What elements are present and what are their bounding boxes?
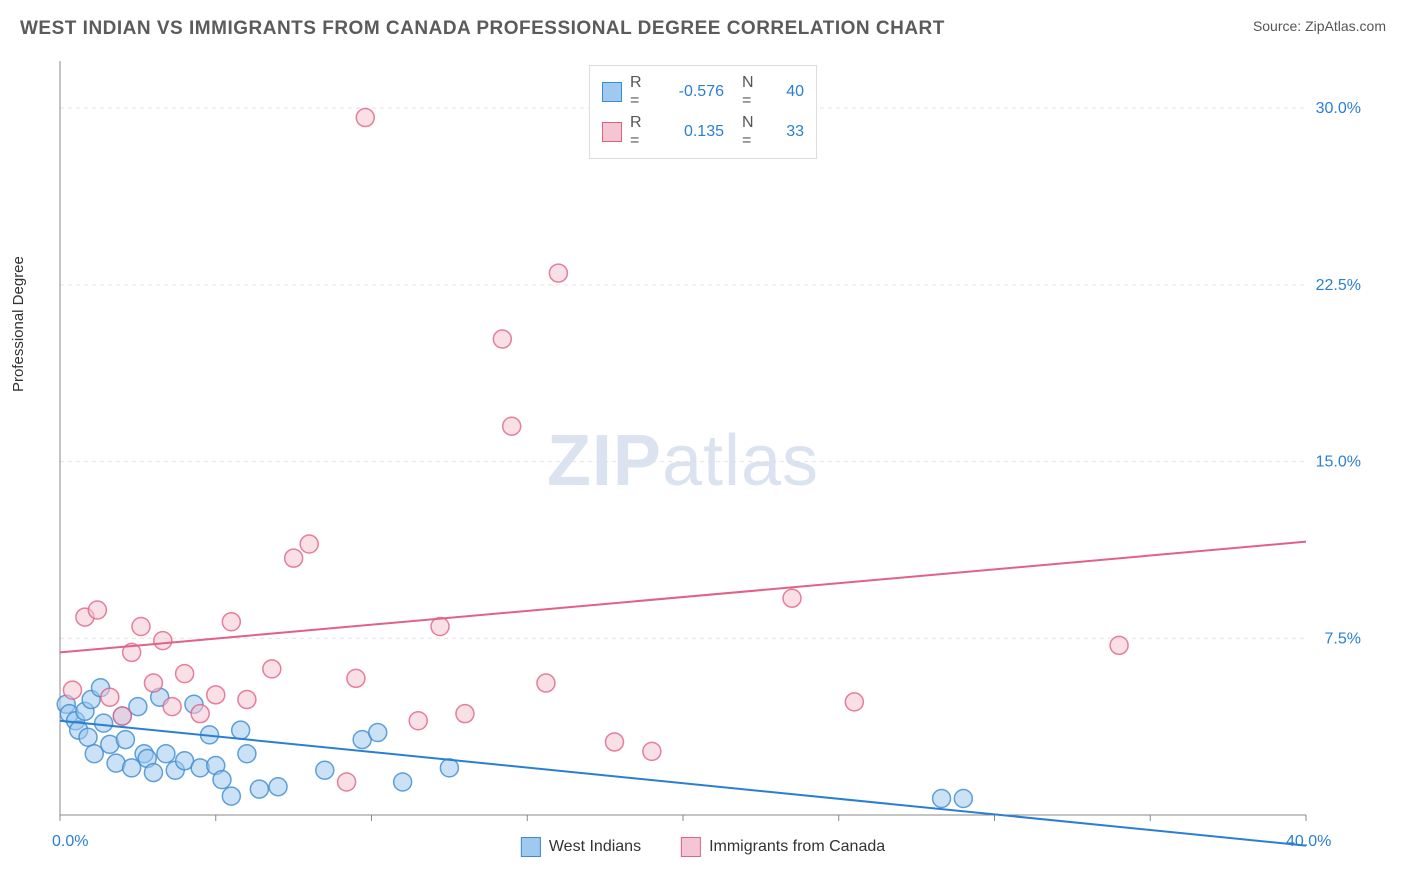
series-legend-item: Immigrants from Canada xyxy=(681,837,885,857)
n-value: 33 xyxy=(768,123,804,141)
r-label: R = xyxy=(630,74,648,110)
legend-swatch xyxy=(602,122,622,142)
scatter-plot-svg: 7.5% 15.0% 22.5% 30.0% ZIPatlas xyxy=(20,55,1386,865)
r-value: 0.135 xyxy=(656,123,724,141)
correlation-legend-row: R = -0.576 N = 40 xyxy=(602,72,804,112)
n-label: N = xyxy=(742,114,760,150)
correlation-legend: R = -0.576 N = 40 R = 0.135 N = 33 xyxy=(589,65,817,159)
n-label: N = xyxy=(742,74,760,110)
series-legend: West Indians Immigrants from Canada xyxy=(521,837,885,857)
r-value: -0.576 xyxy=(656,83,724,101)
chart-title: WEST INDIAN VS IMMIGRANTS FROM CANADA PR… xyxy=(20,18,945,40)
chart-source: Source: ZipAtlas.com xyxy=(1253,18,1386,34)
svg-text:ZIPatlas: ZIPatlas xyxy=(547,421,819,501)
svg-text:7.5%: 7.5% xyxy=(1325,630,1361,647)
r-label: R = xyxy=(630,114,648,150)
y-axis-label: Professional Degree xyxy=(10,256,27,392)
n-value: 40 xyxy=(768,83,804,101)
series-legend-item: West Indians xyxy=(521,837,641,857)
legend-swatch xyxy=(521,837,541,857)
legend-label: Immigrants from Canada xyxy=(709,838,885,856)
correlation-legend-row: R = 0.135 N = 33 xyxy=(602,112,804,152)
legend-label: West Indians xyxy=(549,838,641,856)
svg-text:30.0%: 30.0% xyxy=(1316,100,1361,117)
chart-area: Professional Degree R =-0.576N =40R =0.1… xyxy=(20,55,1386,865)
x-axis-max-label: 40.0% xyxy=(1286,833,1331,851)
x-axis-min-label: 0.0% xyxy=(52,833,88,851)
svg-text:22.5%: 22.5% xyxy=(1316,277,1361,294)
legend-swatch xyxy=(681,837,701,857)
legend-swatch xyxy=(602,82,622,102)
svg-text:15.0%: 15.0% xyxy=(1316,454,1361,471)
